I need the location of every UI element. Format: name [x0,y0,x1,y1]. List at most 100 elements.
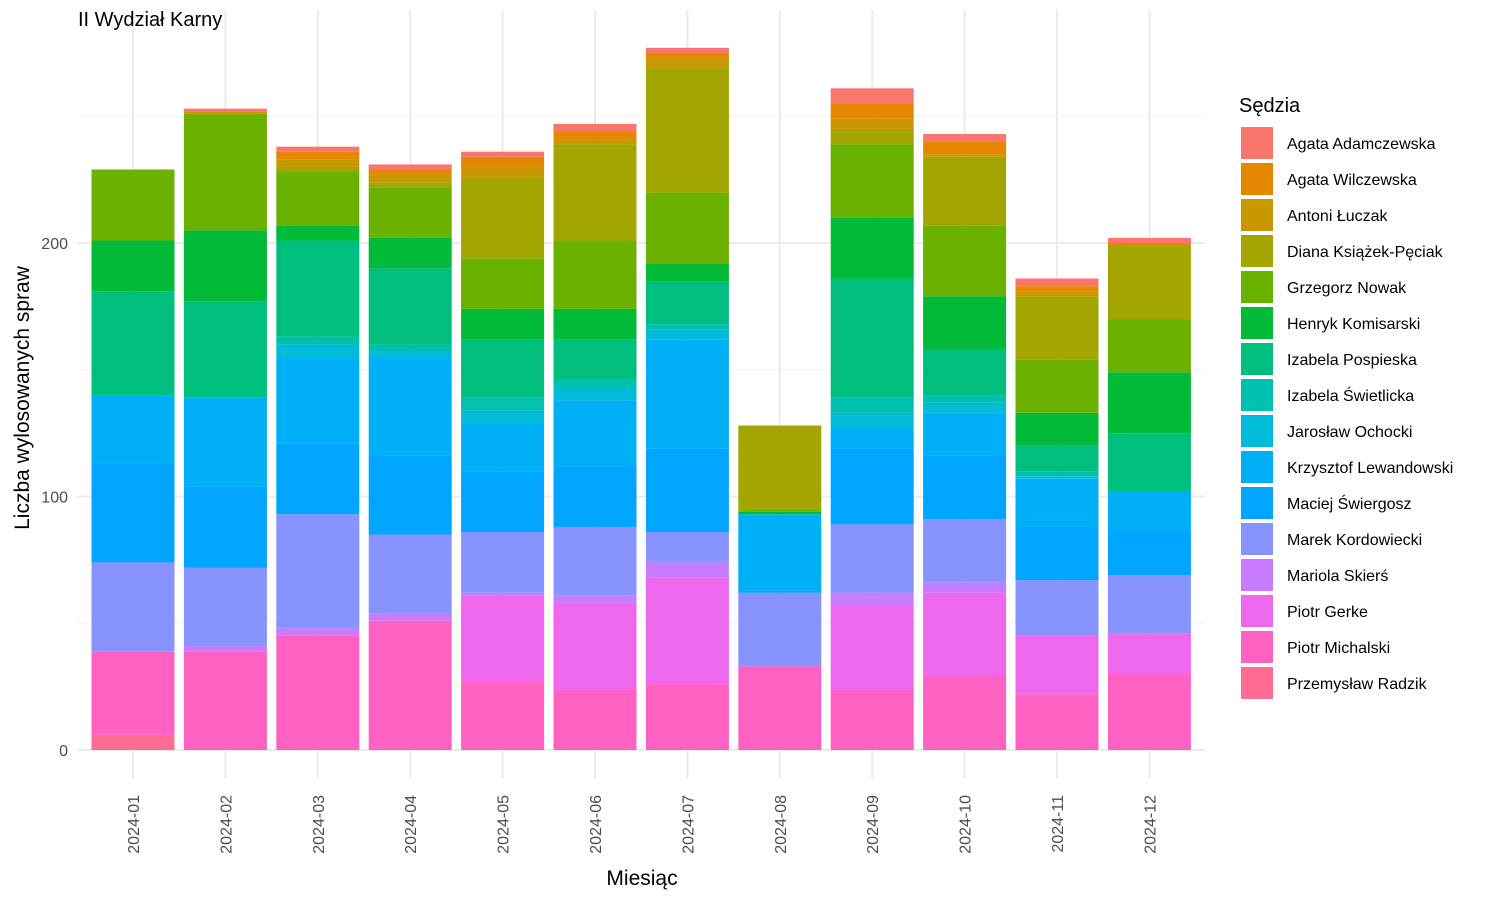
x-tick-label: 2024-02 [218,795,235,854]
legend-swatch [1241,235,1273,267]
bar-stack-2024-04 [368,164,452,750]
bar-segment [553,308,637,340]
bar-segment [645,57,729,69]
legend-swatch [1241,271,1273,303]
bar-segment [1107,319,1191,373]
bar-segment [91,240,175,292]
bar-segment [1015,278,1099,287]
bar-segment [923,412,1007,456]
bar-segment [830,128,914,145]
bar-segment [553,144,637,241]
bar-segment [645,329,729,340]
legend-label: Izabela Pospieska [1287,352,1417,369]
bar-segment [461,258,545,309]
bar-segment [183,646,267,652]
bar-segment [368,174,452,183]
bar-segment [738,514,822,591]
bar-segment [276,151,360,160]
bar-segment [276,514,360,629]
bar-segment [368,169,452,175]
bar-segment [1107,372,1191,434]
bar-segment [276,225,360,241]
bar-segment [276,628,360,636]
bar-segment [830,524,914,593]
bar-segment [645,263,729,282]
bar-stacks [91,47,1191,750]
bar-segment [461,397,545,411]
bar-segment [830,412,914,429]
bar-segment [923,582,1007,593]
bar-segment [461,422,545,472]
x-tick-label: 2024-01 [126,795,143,854]
x-tick-label: 2024-09 [865,795,882,854]
legend-label: Izabela Świetlicka [1287,386,1414,405]
bar-segment [183,108,267,112]
legend-label: Diana Książek-Pęciak [1287,244,1444,261]
legend-label: Maciej Świergosz [1287,494,1411,513]
legend-swatch [1241,127,1273,159]
bar-segment [368,613,452,621]
legend-swatch [1241,559,1273,591]
bar-segment [830,103,914,119]
legend-label: Antoni Łuczak [1287,208,1389,225]
x-tick-label: 2024-04 [403,795,420,854]
bar-segment [368,357,452,456]
bar-segment [368,164,452,170]
bar-segment [553,339,637,380]
bar-segment [553,131,637,140]
bar-segment [276,166,360,173]
y-tick-label: 0 [59,743,68,760]
bar-segment [461,410,545,423]
bar-segment [1107,633,1191,674]
bar-stack-2024-07 [645,47,729,750]
x-tick-label: 2024-10 [958,795,975,854]
legend-label: Grzegorz Nowak [1287,280,1407,297]
bar-segment [368,268,452,345]
bar-segment [923,133,1007,142]
bar-segment [645,684,729,750]
bar-segment [830,592,914,606]
bar-stack-2024-05 [461,151,545,750]
bar-segment [738,509,822,512]
bar-segment [1015,471,1099,477]
bar-segment [183,113,267,231]
bar-segment [91,291,175,396]
bar-segment [461,151,545,157]
bar-segment [1015,445,1099,472]
x-tick-label: 2024-12 [1142,795,1159,854]
x-tick-label: 2024-07 [680,795,697,854]
bar-segment [645,192,729,264]
bar-segment [645,68,729,193]
y-axis-title: Liczba wylosowanych spraw [11,265,34,530]
bar-segment [183,230,267,302]
bar-segment [368,237,452,269]
bar-segment [91,651,175,735]
bar-segment [553,526,637,596]
bar-segment [553,689,637,750]
bar-segment [1015,694,1099,750]
bar-segment [276,172,360,226]
bar-segment [645,52,729,58]
bar-segment [1015,412,1099,446]
bar-segment [923,349,1007,396]
bar-segment [923,519,1007,583]
bar-segment [183,567,267,647]
bar-segment [91,169,175,241]
x-tick-label: 2024-11 [1050,795,1067,853]
bar-segment [923,395,1007,403]
bar-segment [1015,580,1099,636]
bar-segment [368,620,452,750]
bar-segment [923,455,1007,520]
bar-segment [1107,673,1191,750]
bar-segment [1015,296,1099,360]
bar-segment [923,402,1007,413]
bar-segment [183,301,267,398]
bar-segment [645,577,729,685]
bar-segment [738,590,822,593]
legend-label: Krzysztof Lewandowski [1287,460,1453,477]
bar-segment [645,47,729,53]
bar-segment [830,397,914,413]
y-axis-ticks: 0 100 200 [41,236,68,760]
bar-segment [830,278,914,398]
bar-segment [461,595,545,682]
